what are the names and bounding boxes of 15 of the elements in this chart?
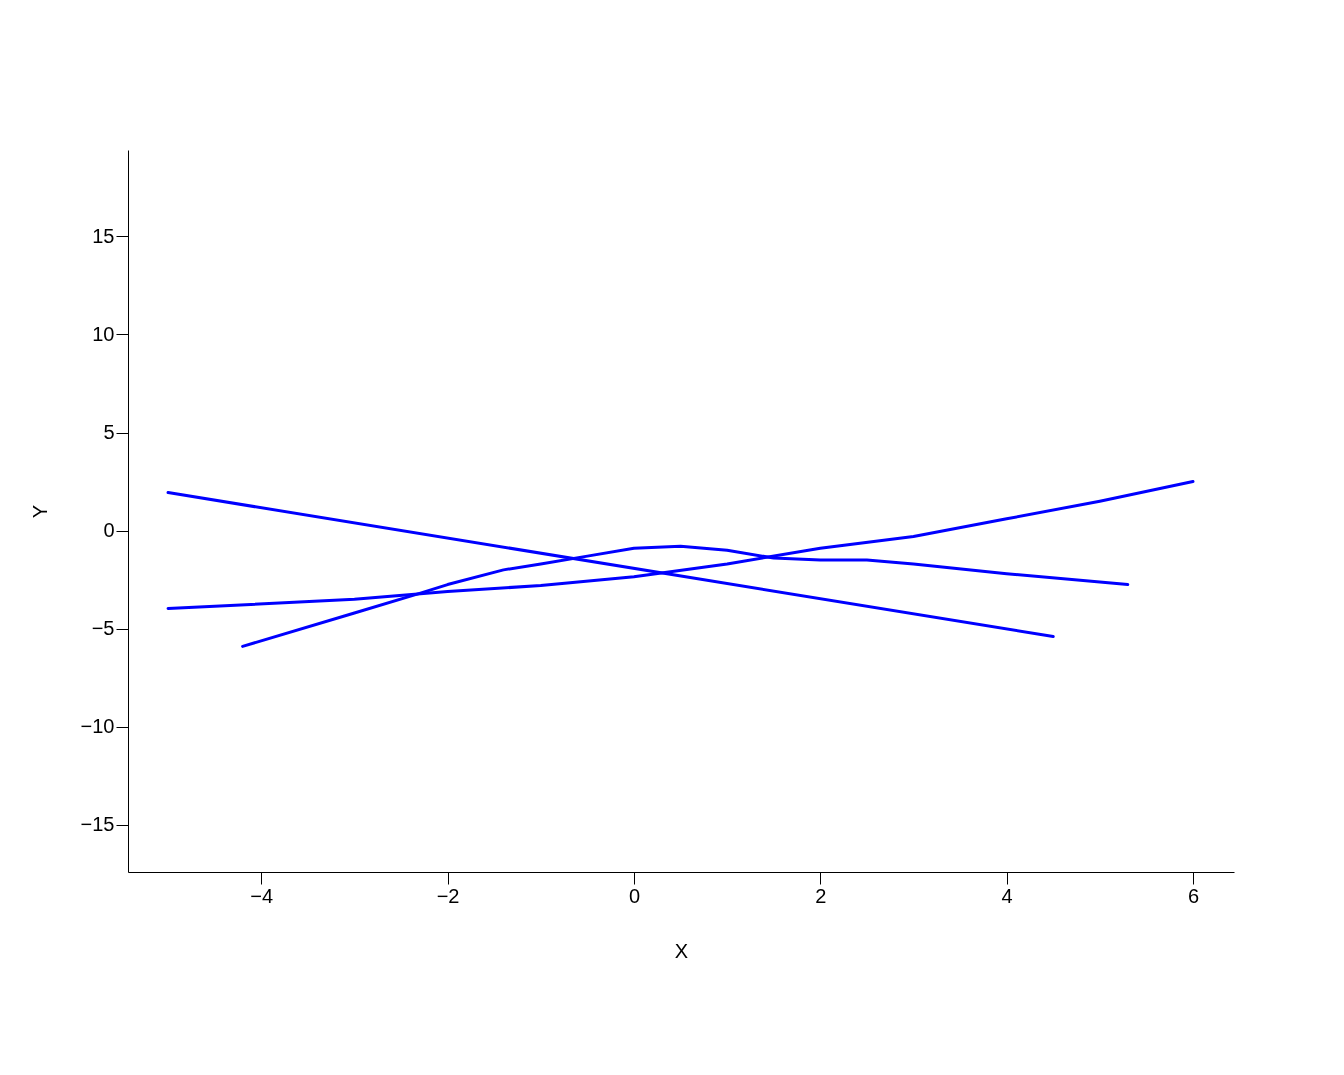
x-tick-label: 0 xyxy=(628,884,641,907)
y-tick-label: −10 xyxy=(80,715,115,738)
y-tick-label: 5 xyxy=(103,421,115,444)
y-axis-title: Y xyxy=(28,504,51,519)
x-tick-label: −4 xyxy=(250,884,274,907)
x-tick-label: −2 xyxy=(436,884,460,907)
y-tick-label: 10 xyxy=(92,322,115,345)
y-tick-label: −15 xyxy=(80,813,115,836)
y-tick-label: −5 xyxy=(91,617,115,640)
y-tick-label: 0 xyxy=(103,519,115,542)
x-tick-label: 2 xyxy=(815,884,827,907)
x-tick-label: 6 xyxy=(1187,884,1200,907)
x-tick-label: 4 xyxy=(1001,884,1013,907)
x-axis-title: X xyxy=(674,939,689,962)
y-tick-label: 15 xyxy=(92,224,115,247)
